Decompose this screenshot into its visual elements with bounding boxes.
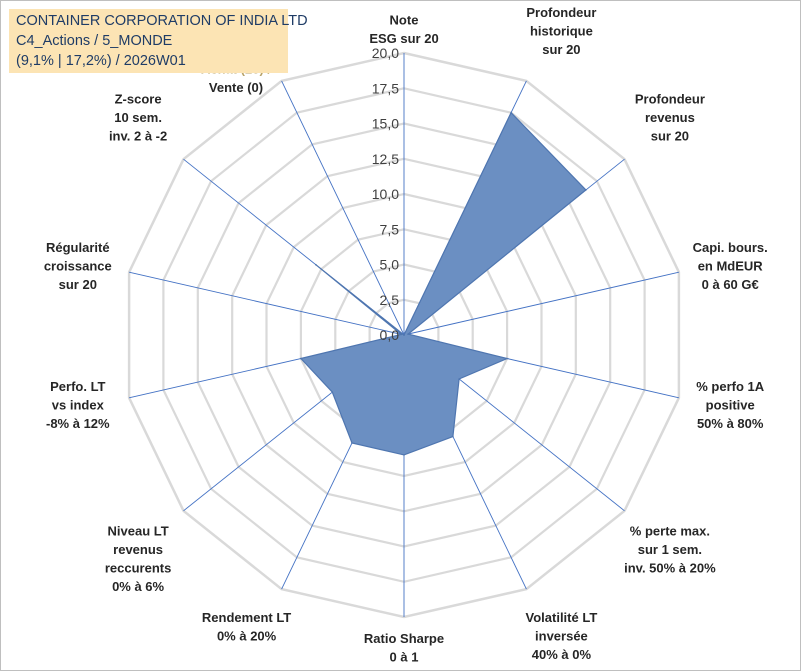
tick-label: 10,0 <box>372 186 399 202</box>
axis-label-line: Rendement LT <box>202 610 291 625</box>
axis-label-line: Note <box>390 13 419 28</box>
axis-label-line: revenus <box>113 542 163 557</box>
axis-label-line: Ratio Sharpe <box>364 631 444 646</box>
axis-label-line: vs index <box>52 397 105 412</box>
axis-label-line: en MdEUR <box>698 259 764 274</box>
axis-label-line: 0% à 20% <box>217 629 277 644</box>
axis-label-line: Volatilité LT <box>526 610 598 625</box>
radar-axis-labels: Note ESG sur 20 Profondeur historique sur 20… <box>44 5 768 665</box>
axis-label-line: Vente (0) <box>209 80 263 95</box>
axis-label-line: % perfo 1A <box>696 379 765 394</box>
data-point <box>403 334 405 336</box>
data-point <box>407 333 409 335</box>
axis-label: % perfo 1A positive 50% à 80% <box>696 379 765 431</box>
tick-label: 0,0 <box>380 327 400 343</box>
axis-label-line: Niveau LT <box>108 524 169 539</box>
chart-title-category: C4_Actions / 5_MONDE <box>16 33 173 49</box>
axis-label: Régularité croissance sur 20 <box>44 240 112 292</box>
axis-label-line: Régularité <box>46 240 110 255</box>
radar-tick-labels: 0,0 2,5 5,0 7,5 10,0 12,5 15,0 17,5 20,0 <box>372 45 399 343</box>
axis-label: Profondeur revenus sur 20 <box>635 92 705 144</box>
axis-label-line: 0 à 1 <box>390 650 419 665</box>
axis-label-line: historique <box>530 23 593 38</box>
axis-label-line: inv. 50% à 20% <box>624 561 716 576</box>
axis-label-line: inversée <box>535 629 588 644</box>
axis-label-line: croissance <box>44 259 112 274</box>
axis-label-line: 50% à 80% <box>697 416 764 431</box>
radar-series <box>299 111 587 456</box>
axis-label: Note ESG sur 20 <box>369 13 438 47</box>
tick-label: 5,0 <box>380 257 400 273</box>
axis-label: Capi. bours. en MdEUR 0 à 60 G€ <box>693 240 768 292</box>
axis-label-line: positive <box>706 397 755 412</box>
axis-label-line: sur 20 <box>651 129 689 144</box>
axis-label: Rendement LT 0% à 20% <box>202 610 291 644</box>
data-point <box>400 333 403 336</box>
axis-label-line: Z-score <box>115 92 162 107</box>
axis-label: Niveau LT revenus reccurents 0% à 6% <box>105 524 171 595</box>
data-point <box>331 391 334 393</box>
data-point <box>458 378 460 380</box>
axis-label-line: inv. 2 à -2 <box>109 129 167 144</box>
data-point <box>300 357 302 360</box>
tick-label: 7,5 <box>380 221 400 237</box>
axis-label: % perte max. sur 1 sem. inv. 50% à 20% <box>624 524 716 576</box>
axis-label-line: sur 1 sem. <box>638 542 702 557</box>
data-point <box>506 357 508 360</box>
axis-spoke <box>403 271 680 336</box>
axis-spoke <box>128 271 405 336</box>
axis-label-line: Capi. bours. <box>693 240 768 255</box>
axis-label-line: 40% à 0% <box>532 647 592 662</box>
axis-label: Volatilité LT inversée 40% à 0% <box>526 610 598 662</box>
axis-label: Ratio Sharpe 0 à 1 <box>364 631 444 665</box>
axis-label-line: Profondeur <box>635 92 705 107</box>
axis-label-line: revenus <box>645 110 695 125</box>
data-point <box>585 189 587 191</box>
axis-label: Profondeur historique sur 20 <box>526 5 596 57</box>
axis-label: Z-score 10 sem. inv. 2 à -2 <box>109 92 167 144</box>
axis-label-line: -8% à 12% <box>46 416 110 431</box>
axis-label-line: sur 20 <box>542 42 580 57</box>
data-point <box>315 263 317 266</box>
tick-label: 15,0 <box>372 116 399 132</box>
data-point <box>403 454 405 456</box>
axis-label-line: 10 sem. <box>114 110 162 125</box>
data-point <box>351 442 353 444</box>
axis-label-line: ESG sur 20 <box>369 31 438 46</box>
axis-label-line: Profondeur <box>526 5 596 20</box>
chart-title-company: CONTAINER CORPORATION OF INDIA LTD <box>16 13 308 29</box>
data-point <box>452 435 454 438</box>
tick-label: 12,5 <box>372 151 399 167</box>
axis-label-line: 0% à 6% <box>112 579 164 594</box>
axis-label-line: Perfo. LT <box>50 379 105 394</box>
chart-title-box: CONTAINER CORPORATION OF INDIA LTD C4_Ac… <box>9 9 308 73</box>
chart-title-period: (9,1% | 17,2%) / 2026W01 <box>16 53 186 69</box>
data-point <box>510 111 512 114</box>
axis-spoke <box>281 80 405 336</box>
axis-label: Perfo. LT vs index -8% à 12% <box>46 379 110 431</box>
axis-label-line: 0 à 60 G€ <box>702 277 759 292</box>
series-area <box>299 111 587 456</box>
axis-label-line: % perte max. <box>630 524 710 539</box>
axis-label-line: reccurents <box>105 561 171 576</box>
tick-label: 2,5 <box>380 292 400 308</box>
axis-label-line: sur 20 <box>59 277 97 292</box>
tick-label: 20,0 <box>372 45 399 61</box>
tick-label: 17,5 <box>372 80 399 96</box>
